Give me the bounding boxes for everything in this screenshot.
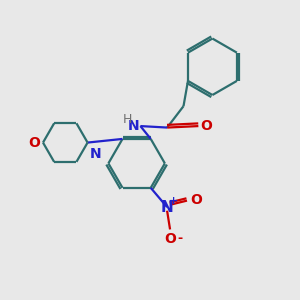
Text: -: - (178, 232, 183, 245)
Text: +: + (169, 196, 178, 206)
Text: O: O (190, 193, 202, 207)
Text: O: O (164, 232, 176, 246)
Text: N: N (161, 200, 173, 214)
Text: N: N (90, 147, 102, 161)
Text: O: O (28, 136, 40, 150)
Text: N: N (128, 119, 140, 133)
Text: H: H (122, 113, 132, 126)
Text: O: O (200, 119, 212, 133)
